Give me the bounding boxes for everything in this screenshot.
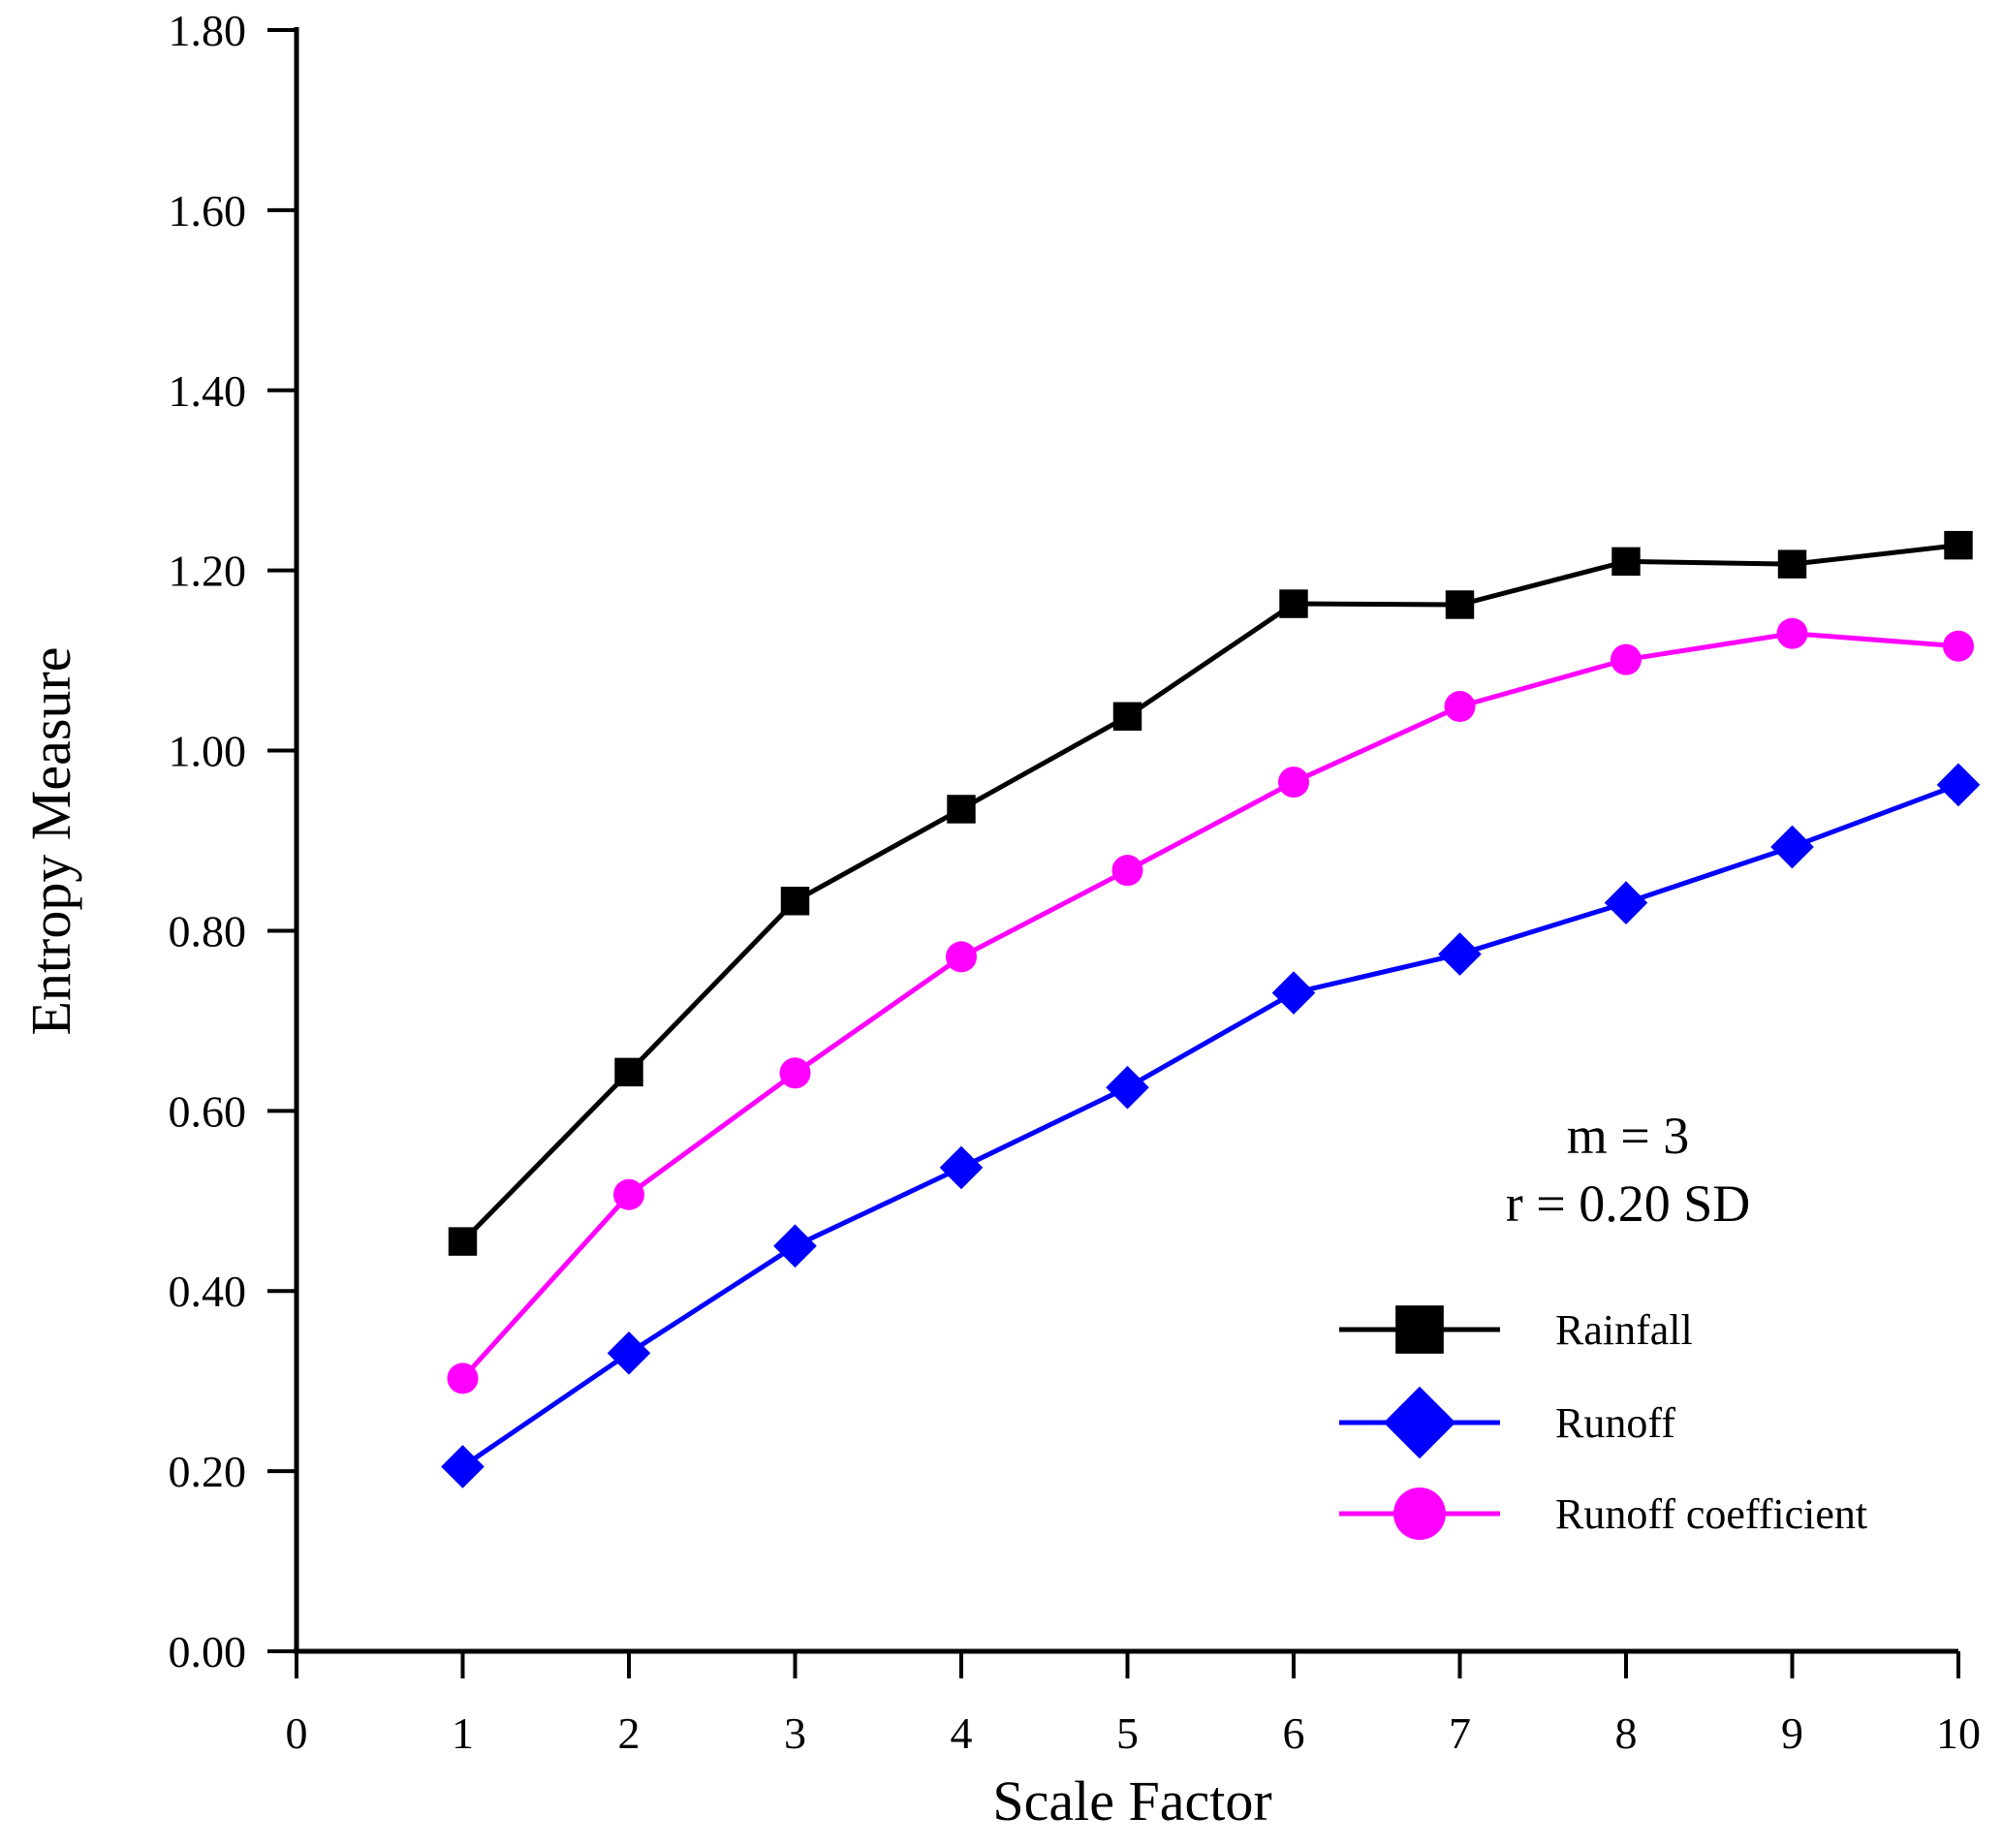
legend-marker: [1383, 1386, 1456, 1459]
legend-item: Rainfall: [1339, 1305, 1693, 1354]
y-tick-label: 1.80: [169, 6, 247, 55]
data-point: [1611, 643, 1642, 675]
legend-item: Runoff: [1339, 1386, 1675, 1459]
data-point: [1943, 630, 1974, 662]
y-tick-label: 0.80: [169, 906, 247, 955]
data-point: [779, 1057, 811, 1089]
series-layer: [441, 530, 1981, 1488]
x-tick-label: 5: [1116, 1708, 1139, 1758]
legend-label: Runoff coefficient: [1555, 1490, 1867, 1538]
series-line: [460, 631, 1959, 1381]
series-runoff: [441, 763, 1981, 1488]
data-point: [614, 1057, 643, 1087]
axes: 0.00 0.20 0.40 0.60 0.80 1.00 1.20 1.40 1.60 1.80…: [19, 6, 1981, 1832]
legend-item: Runoff coefficient: [1339, 1488, 1867, 1540]
data-point: [607, 1331, 651, 1375]
y-tick-label: 0.00: [169, 1627, 247, 1676]
y-tick-label: 0.60: [169, 1086, 247, 1136]
data-point: [946, 941, 977, 973]
data-point: [773, 1224, 817, 1269]
y-tick-label: 0.20: [169, 1447, 247, 1496]
data-point: [613, 1178, 644, 1210]
y-tick-label: 1.40: [169, 366, 247, 416]
series-line: [461, 782, 1959, 1469]
y-axis-title: Entropy Measure: [19, 646, 82, 1035]
legend-marker: [1395, 1305, 1444, 1354]
x-tick-label: 9: [1781, 1708, 1803, 1758]
x-tick-label: 4: [951, 1708, 973, 1758]
data-point: [1777, 549, 1807, 579]
data-point: [947, 795, 976, 824]
data-point: [447, 1363, 479, 1394]
data-point: [1111, 855, 1143, 887]
data-point: [1604, 881, 1648, 924]
data-point: [1112, 702, 1142, 731]
data-point: [1776, 617, 1808, 649]
data-point: [1279, 589, 1308, 618]
series-rainfall: [448, 530, 1973, 1256]
legend-marker: [1393, 1488, 1446, 1540]
series-line: [460, 543, 1959, 1243]
data-point: [1278, 767, 1309, 799]
x-axis-title: Scale Factor: [992, 1770, 1271, 1832]
x-tick-label: 1: [452, 1708, 474, 1758]
y-tick-label: 1.20: [169, 547, 247, 596]
data-point: [1445, 590, 1475, 619]
data-point: [1106, 1065, 1149, 1110]
data-point: [448, 1227, 478, 1256]
legend: Rainfall Runoff Runoff coefficient: [1339, 1305, 1867, 1540]
data-point: [441, 1445, 485, 1488]
data-point: [780, 887, 810, 916]
data-point: [1611, 547, 1641, 577]
x-tick-label: 0: [286, 1708, 308, 1758]
legend-label: Runoff: [1555, 1399, 1675, 1447]
x-tick-label: 8: [1615, 1708, 1638, 1758]
data-point: [1438, 932, 1482, 976]
x-tick-label: 6: [1283, 1708, 1305, 1758]
x-tick-label: 10: [1936, 1708, 1981, 1758]
data-point: [1944, 530, 1973, 560]
y-tick-label: 1.60: [169, 186, 247, 235]
data-point: [939, 1145, 984, 1190]
annotation-text: m = 3: [1567, 1107, 1689, 1165]
annotation-layer: m = 3 r = 0.20 SD: [1506, 1107, 1750, 1233]
data-point: [1936, 763, 1981, 807]
data-point: [1444, 691, 1476, 723]
legend-label: Rainfall: [1555, 1306, 1693, 1354]
annotation-text: r = 0.20 SD: [1506, 1175, 1750, 1233]
data-point: [1770, 825, 1814, 869]
series-runoff-coefficient: [447, 617, 1974, 1394]
y-tick-label: 0.40: [169, 1267, 247, 1316]
data-point: [1271, 971, 1316, 1015]
y-tick-label: 1.00: [169, 727, 247, 776]
x-tick-label: 7: [1449, 1708, 1471, 1758]
x-tick-label: 2: [618, 1708, 641, 1758]
x-tick-label: 3: [784, 1708, 806, 1758]
